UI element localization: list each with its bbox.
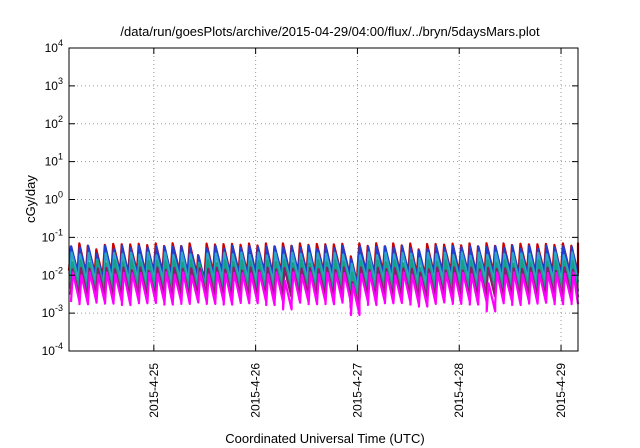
series-group — [67, 242, 580, 317]
y-tick-label: 102 — [45, 114, 63, 131]
x-axis-label: Coordinated Universal Time (UTC) — [225, 431, 424, 446]
y-tick-label: 10-1 — [42, 227, 63, 244]
chart-title: /data/run/goesPlots/archive/2015-04-29/0… — [120, 24, 540, 39]
x-tick-label: 2015-4-28 — [452, 363, 466, 418]
y-tick-label: 100 — [45, 190, 63, 207]
y-axis: 10-4 10-3 10-2 10-1 100 101 102 103 104 — [42, 38, 578, 358]
x-tick-label: 2015-4-26 — [249, 363, 263, 418]
x-tick-label: 2015-4-27 — [350, 363, 364, 418]
y-tick-label: 10-4 — [42, 341, 63, 358]
y-tick-label: 103 — [45, 76, 63, 93]
x-axis: 2015-4-25 2015-4-26 2015-4-27 2015-4-28 2015… — [147, 48, 568, 418]
y-tick-label: 104 — [45, 38, 63, 55]
y-tick-label: 10-2 — [42, 265, 63, 282]
grid — [69, 48, 578, 351]
y-tick-label: 101 — [45, 152, 63, 169]
x-tick-label: 2015-4-29 — [554, 363, 568, 418]
series-line — [69, 271, 580, 317]
y-tick-label: 10-3 — [42, 303, 63, 320]
x-tick-label: 2015-4-25 — [147, 363, 161, 418]
y-axis-label: cGy/day — [23, 175, 38, 223]
